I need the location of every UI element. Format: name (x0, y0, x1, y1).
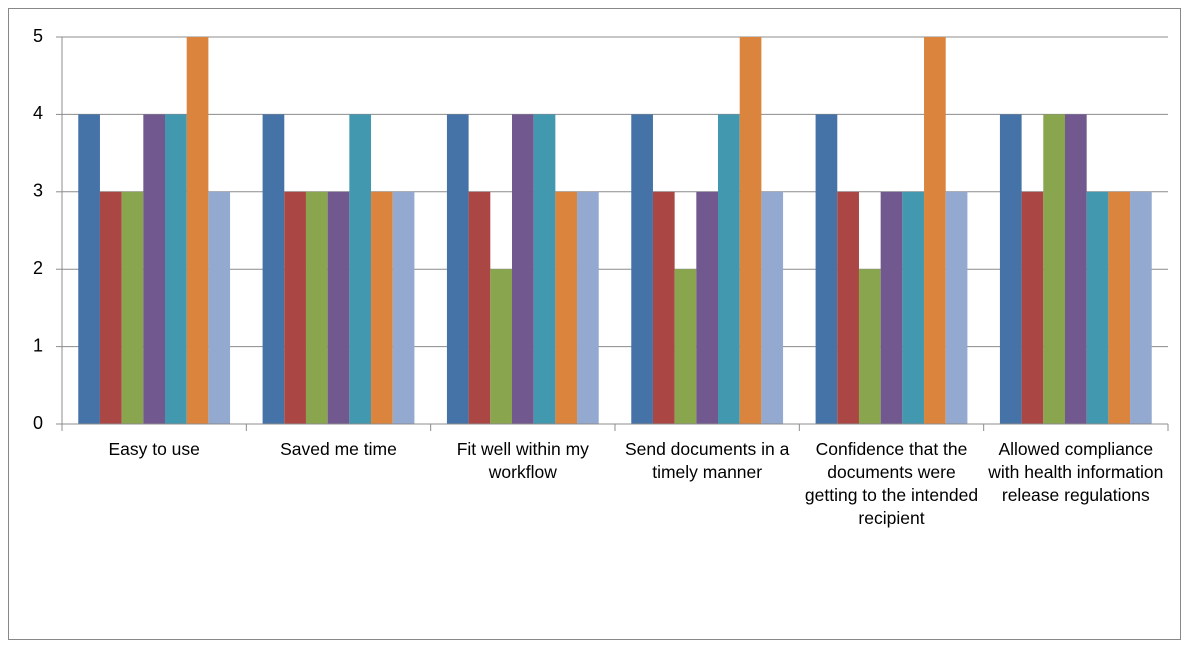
bar (718, 114, 740, 425)
bar (262, 114, 285, 425)
bar (1086, 191, 1109, 424)
bar (652, 191, 675, 424)
bar (305, 191, 328, 424)
bar (999, 114, 1022, 425)
bar (349, 114, 372, 425)
bar (78, 114, 100, 425)
bar (1043, 114, 1065, 425)
bar (815, 114, 838, 425)
bar (533, 114, 556, 425)
x-tick-label: Send documents in a timely manner (624, 439, 790, 482)
bar (555, 191, 578, 424)
bar (392, 191, 415, 424)
bar (945, 191, 968, 424)
bar (837, 191, 859, 424)
y-tick-label: 4 (33, 103, 43, 123)
bar (121, 191, 144, 424)
bar (902, 191, 925, 424)
bar (739, 37, 762, 424)
bar (1064, 114, 1087, 425)
y-tick-label: 2 (33, 258, 43, 278)
bar (858, 269, 881, 424)
bar (1130, 191, 1152, 424)
x-tick-label: Fit well within my workflow (456, 439, 589, 482)
bar (284, 191, 306, 424)
x-tick-label: Confidence that the documents were getti… (804, 439, 979, 528)
bar (143, 114, 166, 425)
bar (511, 114, 534, 425)
y-tick-label: 1 (33, 335, 43, 355)
bar (631, 114, 653, 425)
bar (446, 114, 469, 425)
bar (674, 269, 697, 424)
bar (468, 191, 491, 424)
bar (99, 191, 122, 424)
y-tick-label: 3 (33, 181, 43, 201)
y-tick-label: 0 (33, 413, 43, 433)
bar (696, 191, 719, 424)
bar (208, 191, 231, 424)
bar (880, 191, 903, 424)
x-tick-label: Saved me time (280, 439, 397, 459)
bar (371, 191, 393, 424)
bar (924, 37, 946, 424)
bar (1021, 191, 1044, 424)
bar (761, 191, 784, 424)
bar (490, 269, 512, 424)
bar (577, 191, 599, 424)
bar (186, 37, 209, 424)
x-tick-label: Allowed compliance with health informati… (988, 439, 1164, 505)
bar (1108, 191, 1131, 424)
x-tick-label: Easy to use (108, 439, 200, 459)
bar (327, 191, 350, 424)
y-tick-label: 5 (33, 26, 43, 46)
bar (165, 114, 187, 425)
